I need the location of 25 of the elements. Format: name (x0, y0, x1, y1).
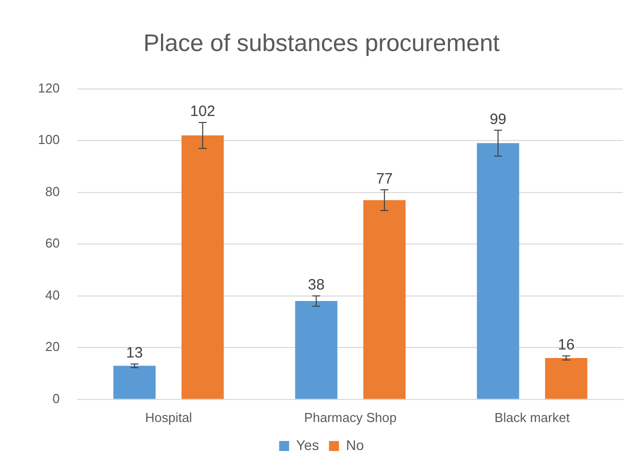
y-tick-label: 100 (38, 132, 60, 148)
y-tick-label: 20 (45, 339, 60, 354)
bar (545, 358, 588, 399)
data-label: 102 (190, 103, 216, 120)
y-tick-label: 60 (45, 236, 60, 251)
bar (295, 301, 338, 399)
bar (476, 143, 520, 399)
legend-label: Yes (296, 436, 319, 453)
bar (363, 200, 406, 399)
y-tick-label: 120 (38, 80, 60, 96)
x-tick-label: Pharmacy Shop (304, 410, 397, 425)
data-label: 38 (308, 276, 325, 294)
data-label: 13 (126, 344, 143, 362)
data-label: 99 (490, 110, 506, 128)
chart-title: Place of substances procurement (143, 30, 500, 58)
x-tick-label: Black market (494, 410, 570, 425)
bar (182, 135, 224, 399)
x-tick-label: Hospital (145, 410, 192, 425)
y-tick-label: 0 (52, 390, 60, 406)
data-label: 16 (558, 336, 575, 354)
y-tick-label: 80 (45, 184, 60, 199)
bar (113, 366, 156, 399)
legend-label: No (346, 436, 364, 453)
data-label: 77 (376, 170, 393, 188)
y-tick-label: 40 (45, 287, 60, 302)
